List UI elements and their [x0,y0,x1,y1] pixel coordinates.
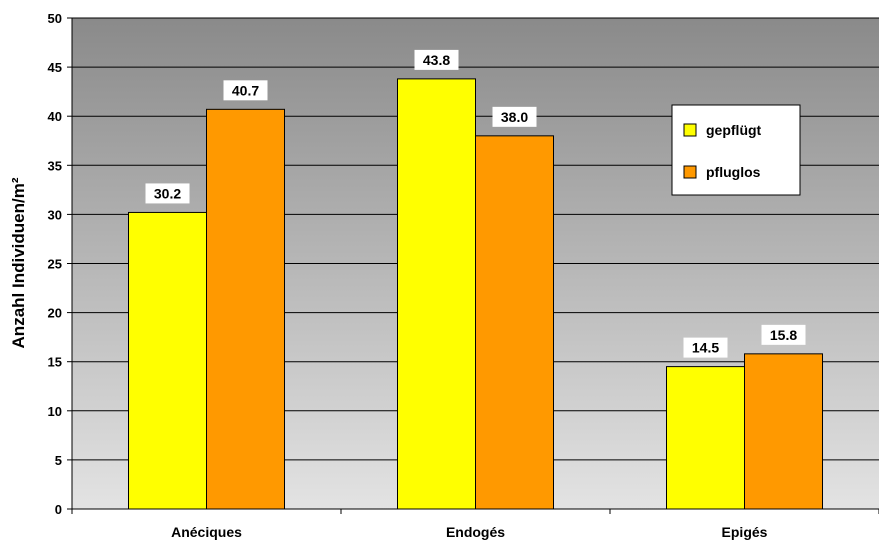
data-label: 40.7 [232,82,259,98]
data-label: 14.5 [692,340,719,356]
y-tick-label: 0 [55,502,62,517]
data-label: 15.8 [770,327,797,343]
legend-swatch [683,123,697,137]
data-label-bg [223,80,268,101]
data-label-bg [145,183,190,204]
y-tick-label: 20 [48,306,62,321]
data-label-bg [683,337,728,358]
data-label: 38.0 [501,109,528,125]
bar [475,135,554,510]
y-tick-label: 10 [48,404,62,419]
legend-label: gepflügt [706,122,762,138]
bar [397,78,476,510]
data-label-bg [492,106,537,127]
y-tick-label: 40 [48,109,62,124]
legend: gepflügt pfluglos [671,104,801,196]
y-tick-label: 15 [48,355,62,370]
data-label-bg [414,49,459,70]
y-tick-label: 35 [48,158,62,173]
x-tick-label: Anéciques [171,524,242,540]
y-tick-label: 25 [48,257,62,272]
y-tick-label: 45 [48,60,62,75]
bar [206,108,285,510]
legend-box [671,104,801,196]
bar [128,211,207,510]
bar [744,353,823,510]
y-tick-label: 30 [48,207,62,222]
data-label-bg [761,324,806,345]
y-axis-label: Anzahl Individuen/m² [9,177,28,348]
x-tick-label: Endogés [446,524,505,540]
data-label: 43.8 [423,52,450,68]
legend-label: pfluglos [706,164,761,180]
y-tick-label: 5 [55,453,62,468]
x-tick-label: Epigés [722,524,768,540]
bar [666,366,745,510]
legend-swatch [683,165,697,179]
data-label: 30.2 [154,185,181,201]
y-tick-label: 50 [48,11,62,26]
